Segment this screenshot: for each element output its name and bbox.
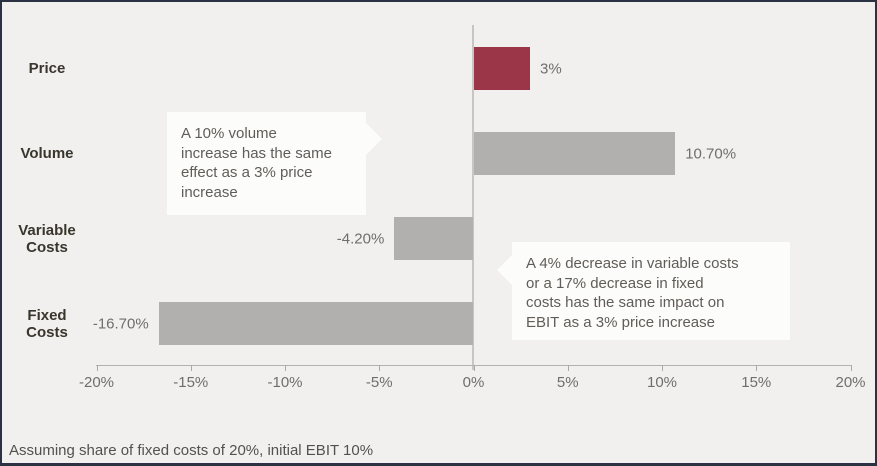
axis-tick [96,365,98,371]
axis-tick [756,365,758,371]
category-label-variable-costs: Variable Costs [18,221,76,256]
value-label-price: 3% [540,60,562,77]
axis-tick [567,365,569,371]
value-label-fixed-costs: -16.70% [92,315,149,332]
axis-tick [285,365,286,371]
axis-tick [850,365,852,371]
axis-tick-label: 15% [741,374,772,391]
bar-price [473,47,531,90]
axis-tick [190,365,192,371]
callout-costs-note: A 4% decrease in variable costs or a 17%… [497,242,790,340]
bar-variable-costs [394,217,474,260]
axis-tick-label: -10% [267,374,303,391]
axis-tick [662,365,663,371]
footer-assumption-note: Assuming share of fixed costs of 20%, in… [9,442,374,459]
axis-tick-label: -5% [365,374,393,391]
axis-tick-label: 0% [462,374,485,391]
zero-baseline [472,25,474,370]
bar-volume [473,132,676,175]
value-label-volume: 10.70% [685,145,737,162]
axis-tick-label: 20% [835,374,866,391]
category-label-volume: Volume [20,145,74,162]
callout-volume-note: A 10% volume increase has the same effec… [167,112,382,215]
axis-tick-label: -20% [78,374,115,391]
axis-tick-label: 5% [556,374,579,391]
axis-tick-label: 10% [646,374,678,391]
category-label-price: Price [28,60,66,77]
axis-tick [473,365,475,371]
axis-tick [379,365,381,371]
category-label-fixed-costs: Fixed Costs [26,306,68,341]
axis-tick-label: -15% [173,374,209,391]
bar-fixed-costs [158,302,474,345]
value-label-variable-costs: -4.20% [336,230,385,247]
